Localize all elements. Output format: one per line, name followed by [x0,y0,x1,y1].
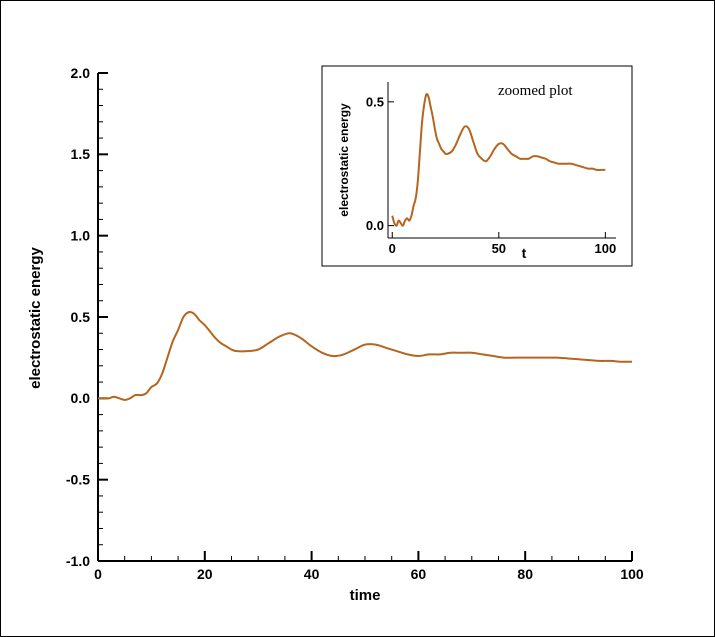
main-y-tick-label: 0.0 [71,390,91,406]
inset-chart: 0.0 0.5 0 50 100 zoomed plot t electrostatic… [321,65,633,267]
inset-axes [387,82,616,239]
main-y-tick-label: 2.0 [71,65,91,81]
inset-y-axis-label: electrostatic energy [337,103,351,217]
main-y-axis-label: electrostatic energy [27,246,44,388]
inset-x-axis-label: t [522,245,527,261]
main-x-tick-label: 20 [197,566,213,582]
main-x-tick-label: 40 [304,566,320,582]
inset-title: zoomed plot [498,83,573,99]
inset-x-tick-label: 50 [492,241,506,256]
main-x-axis-label: time [350,587,381,604]
inset-y-tick-label: 0.0 [366,218,384,233]
main-series-line [98,310,633,401]
main-x-tick-label: 0 [94,566,102,582]
inset-x-tick-label: 0 [389,241,396,256]
inset-x-tick-label: 100 [594,241,616,256]
main-tick-labels: -1.0 -0.5 0.0 0.5 1.0 1.5 2.0 0 20 40 60 80 100 [66,65,644,582]
main-x-tick-label: 60 [411,566,427,582]
main-x-tick-label: 100 [620,566,644,582]
main-y-tick-label: -1.0 [66,553,90,569]
main-x-tick-label: 80 [517,566,533,582]
main-y-tick-label: 1.5 [71,146,91,162]
main-ticks [97,72,633,562]
inset-y-tick-label: 0.5 [366,94,384,109]
inset-ticks [388,101,606,238]
main-y-tick-label: -0.5 [66,472,90,488]
inset-tick-labels: 0.0 0.5 0 50 100 [366,94,616,256]
inset-series-line [391,92,606,227]
main-y-tick-label: 0.5 [71,309,91,325]
main-y-tick-label: 1.0 [71,228,91,244]
